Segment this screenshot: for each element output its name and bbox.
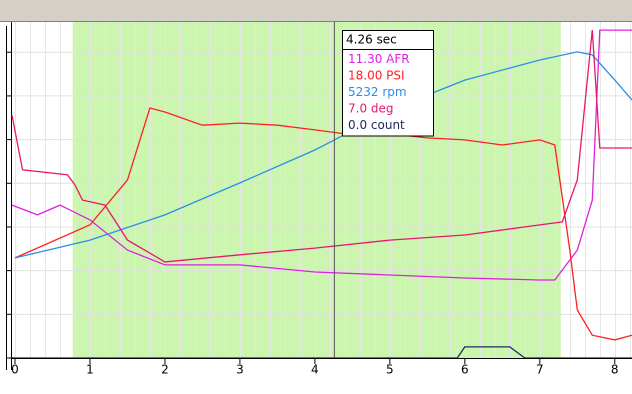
plot-area: 0 1 2 3 4 5 6 7 8 4.26 sec 11.30 AFR 18.00 PSI 5232 … [6, 22, 632, 377]
x-tick-label: 6 [461, 363, 469, 377]
tooltip-title: 4.26 sec [346, 33, 397, 47]
x-tick-label: 7 [536, 363, 544, 377]
top-bar [0, 0, 632, 22]
tooltip: 4.26 sec 11.30 AFR 18.00 PSI 5232 rpm 7.0 de… [342, 30, 434, 137]
tooltip-line: 0.0 count [348, 118, 405, 132]
tooltip-box [342, 30, 434, 137]
x-tick-label: 4 [311, 363, 319, 377]
x-tick-label: 8 [611, 363, 619, 377]
x-tick-label: 5 [386, 363, 394, 377]
series-line [11, 30, 632, 263]
tooltip-line: 5232 rpm [348, 85, 407, 99]
tooltip-line: 7.0 deg [348, 101, 394, 115]
x-tick-label: 2 [161, 363, 169, 377]
x-tick-label: 0 [11, 363, 19, 377]
series-line [11, 29, 632, 281]
minor-grid [12, 22, 632, 358]
tooltip-line: 11.30 AFR [348, 52, 410, 66]
x-tick-label: 1 [86, 363, 94, 377]
tooltip-line: 18.00 PSI [348, 68, 405, 82]
x-tick-label: 3 [236, 363, 244, 377]
